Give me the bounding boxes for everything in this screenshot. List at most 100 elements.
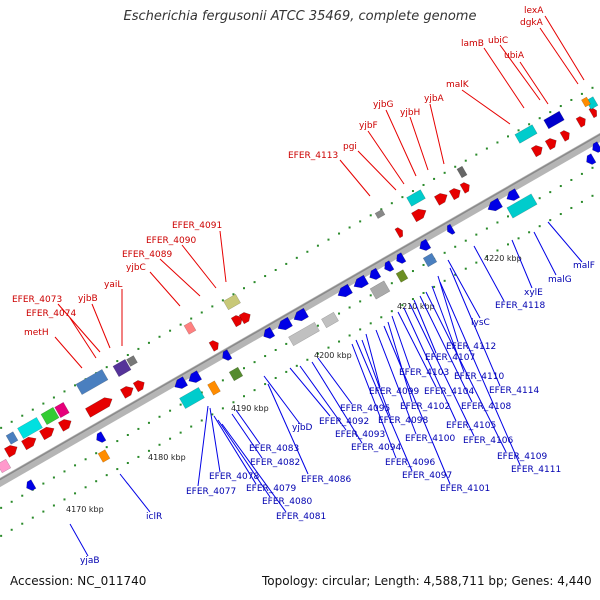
gene-label-EFER_4112[interactable]: EFER_4112: [446, 342, 496, 352]
gene-label-EFER_4074[interactable]: EFER_4074: [26, 309, 76, 319]
gene-label-EFER_4100[interactable]: EFER_4100: [405, 434, 455, 444]
gene-label-malF[interactable]: malF: [573, 261, 595, 271]
gene-label-metH[interactable]: metH: [24, 328, 49, 338]
forward-gene-arrow: [575, 116, 586, 128]
gene-label-EFER_4096[interactable]: EFER_4096: [385, 458, 435, 468]
tick-mark: [316, 324, 319, 327]
callout-line: [437, 275, 459, 343]
callout-line: [397, 311, 437, 388]
gene-label-xylE[interactable]: xylE: [524, 288, 543, 298]
gene-label-yjbD[interactable]: yjbD: [292, 423, 313, 433]
gene-label-yjbF[interactable]: yjbF: [359, 121, 378, 131]
gene-label-EFER_4083[interactable]: EFER_4083: [249, 444, 299, 454]
gene-label-EFER_4097[interactable]: EFER_4097: [402, 471, 452, 481]
gene-label-EFER_4081[interactable]: EFER_4081: [276, 512, 326, 522]
gene-label-lamB[interactable]: lamB: [461, 39, 484, 49]
tick-mark: [137, 427, 140, 430]
tick-mark: [422, 183, 425, 186]
callout-line: [449, 267, 501, 387]
feature-box: [97, 449, 111, 463]
gene-label-yjaB[interactable]: yjaB: [80, 556, 100, 566]
gene-label-EFER_4080[interactable]: EFER_4080: [262, 497, 312, 507]
gene-label-EFER_4079[interactable]: EFER_4079: [246, 484, 296, 494]
gene-label-EFER_4089[interactable]: EFER_4089: [122, 250, 172, 260]
gene-label-pgi[interactable]: pgi: [343, 142, 357, 152]
feature-box: [5, 431, 19, 445]
gene-label-EFER_4111[interactable]: EFER_4111: [511, 465, 561, 475]
gene-label-EFER_4107[interactable]: EFER_4107: [425, 353, 475, 363]
tick-mark: [411, 270, 414, 273]
tick-mark: [274, 376, 277, 379]
gene-label-EFER_4082[interactable]: EFER_4082: [250, 458, 300, 468]
tick-mark: [42, 510, 45, 513]
gene-label-EFER_4090[interactable]: EFER_4090: [146, 236, 196, 246]
gene-label-EFER_4114[interactable]: EFER_4114: [489, 386, 539, 396]
position-ticks: [0, 86, 594, 537]
gene-label-EFER_4095[interactable]: EFER_4095: [340, 404, 390, 414]
forward-gene-arrow: [544, 138, 557, 151]
gene-label-EFER_4091[interactable]: EFER_4091: [172, 221, 222, 231]
tick-mark: [538, 197, 541, 200]
gene-label-EFER_4086[interactable]: EFER_4086: [301, 475, 351, 485]
callout-line: [119, 473, 151, 513]
gene-label-EFER_4099[interactable]: EFER_4099: [369, 387, 419, 397]
gene-label-lexA[interactable]: lexA: [524, 6, 544, 16]
gene-label-EFER_4105[interactable]: EFER_4105: [446, 421, 496, 431]
tick-mark: [137, 455, 140, 458]
tick-mark: [243, 395, 245, 398]
gene-label-EFER_4101[interactable]: EFER_4101: [440, 484, 490, 494]
tick-mark: [274, 268, 277, 271]
gene-label-yjbG[interactable]: yjbG: [373, 100, 394, 110]
tick-mark: [369, 214, 372, 217]
forward-gene-arrow: [530, 145, 543, 158]
tick-mark: [580, 92, 583, 95]
callout-line: [461, 89, 511, 125]
gene-label-EFER_4098[interactable]: EFER_4098: [378, 416, 428, 426]
gene-label-EFER_4118[interactable]: EFER_4118: [495, 301, 545, 311]
tick-mark: [475, 153, 478, 156]
gene-label-EFER_4109[interactable]: EFER_4109: [497, 452, 547, 462]
feature-box: [75, 368, 109, 396]
callout-line: [317, 357, 353, 405]
callout-line: [419, 295, 473, 403]
gene-label-EFER_4092[interactable]: EFER_4092: [319, 417, 369, 427]
gene-label-EFER_4073[interactable]: EFER_4073: [12, 295, 62, 305]
gene-label-EFER_4077[interactable]: EFER_4077: [186, 487, 236, 497]
gene-label-yjbC[interactable]: yjbC: [126, 263, 146, 273]
tick-mark: [285, 262, 288, 265]
gene-label-ubiC[interactable]: ubiC: [488, 36, 508, 46]
gene-label-dgkA[interactable]: dgkA: [520, 18, 544, 28]
gene-label-iclR[interactable]: iclR: [146, 512, 162, 522]
gene-label-EFER_4094[interactable]: EFER_4094: [351, 443, 401, 453]
gene-label-yjbH[interactable]: yjbH: [400, 108, 420, 118]
gene-label-malG[interactable]: malG: [548, 275, 572, 285]
feature-box: [223, 293, 241, 311]
gene-label-yjbA[interactable]: yjbA: [424, 94, 445, 104]
gene-label-EFER_4103[interactable]: EFER_4103: [399, 368, 449, 378]
tick-mark: [549, 111, 552, 114]
tick-mark: [359, 300, 362, 303]
gene-label-EFER_4102[interactable]: EFER_4102: [400, 402, 450, 412]
tick-mark: [74, 464, 77, 467]
gene-label-EFER_4108[interactable]: EFER_4108: [461, 402, 511, 412]
gene-label-EFER_4078[interactable]: EFER_4078: [209, 472, 259, 482]
tick-mark: [475, 233, 478, 236]
gene-label-EFER_4104[interactable]: EFER_4104: [424, 387, 474, 397]
gene-label-EFER_4093[interactable]: EFER_4093: [335, 430, 385, 440]
gene-label-lysC[interactable]: lysC: [471, 318, 490, 328]
tick-mark: [507, 215, 509, 218]
tick-mark: [21, 494, 24, 497]
tick-mark: [327, 238, 330, 241]
gene-label-EFER_4106[interactable]: EFER_4106: [463, 436, 513, 446]
callout-line: [431, 285, 465, 373]
gene-label-malK[interactable]: malK: [446, 80, 470, 90]
tick-mark: [422, 263, 425, 266]
gene-label-ubiA[interactable]: ubiA: [504, 51, 525, 61]
gene-label-EFER_4110[interactable]: EFER_4110: [454, 372, 504, 382]
gene-label-yjbB[interactable]: yjbB: [78, 294, 98, 304]
callout-line: [213, 415, 257, 485]
gene-label-yaiL[interactable]: yaiL: [104, 280, 122, 290]
tick-mark: [485, 255, 488, 258]
genome-backbone: [0, 132, 600, 488]
gene-label-EFER_4113[interactable]: EFER_4113: [288, 151, 338, 161]
